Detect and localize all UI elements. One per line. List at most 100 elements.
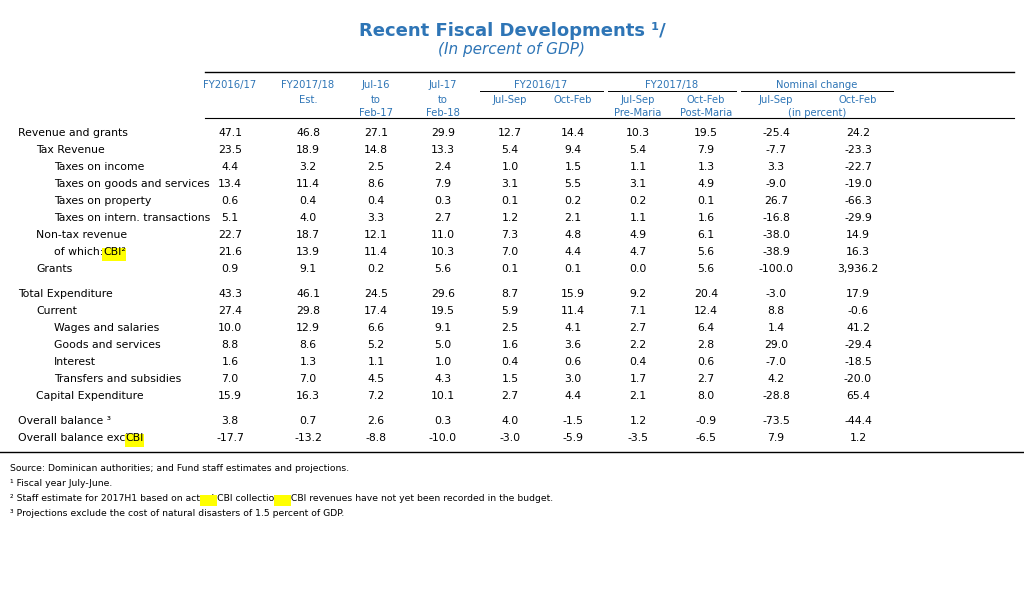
Text: -44.4: -44.4: [844, 416, 872, 426]
Text: Interest: Interest: [54, 357, 96, 367]
Text: 5.5: 5.5: [564, 179, 582, 189]
Bar: [201, 495, 217, 506]
Text: Taxes on property: Taxes on property: [54, 196, 152, 206]
Text: 22.7: 22.7: [218, 230, 242, 240]
Text: 18.9: 18.9: [296, 145, 319, 155]
Text: 0.0: 0.0: [630, 264, 647, 274]
Text: -13.2: -13.2: [294, 433, 322, 443]
Text: Capital Expenditure: Capital Expenditure: [36, 391, 143, 401]
Text: -22.7: -22.7: [844, 162, 872, 172]
Text: Oct-Feb: Oct-Feb: [687, 95, 725, 105]
Text: (In percent of GDP): (In percent of GDP): [438, 42, 586, 57]
Text: 29.8: 29.8: [296, 306, 319, 316]
Text: 1.3: 1.3: [697, 162, 715, 172]
Text: Non-tax revenue: Non-tax revenue: [36, 230, 127, 240]
Text: 1.0: 1.0: [502, 162, 518, 172]
Text: 0.4: 0.4: [630, 357, 646, 367]
Text: 6.6: 6.6: [368, 323, 385, 333]
Text: -23.3: -23.3: [844, 145, 872, 155]
Text: 0.1: 0.1: [697, 196, 715, 206]
Text: 8.0: 8.0: [697, 391, 715, 401]
Text: 46.1: 46.1: [296, 289, 319, 299]
Text: 4.4: 4.4: [564, 391, 582, 401]
Text: Jul-16: Jul-16: [361, 80, 390, 90]
Text: FY2016/17: FY2016/17: [514, 80, 567, 90]
Text: 7.9: 7.9: [434, 179, 452, 189]
Text: 8.7: 8.7: [502, 289, 518, 299]
Text: 5.0: 5.0: [434, 340, 452, 350]
Text: 24.2: 24.2: [846, 128, 870, 138]
Text: Transfers and subsidies: Transfers and subsidies: [54, 374, 181, 384]
Text: 10.0: 10.0: [218, 323, 242, 333]
Text: 9.1: 9.1: [299, 264, 316, 274]
Text: 29.6: 29.6: [431, 289, 455, 299]
Text: -29.9: -29.9: [844, 213, 872, 223]
Text: -66.3: -66.3: [844, 196, 872, 206]
Text: -8.8: -8.8: [366, 433, 386, 443]
Text: 17.9: 17.9: [846, 289, 870, 299]
Text: -3.0: -3.0: [500, 433, 520, 443]
Text: -29.4: -29.4: [844, 340, 872, 350]
Text: (in percent): (in percent): [787, 108, 846, 118]
Text: Current: Current: [36, 306, 77, 316]
Text: 43.3: 43.3: [218, 289, 242, 299]
Text: Revenue and grants: Revenue and grants: [18, 128, 128, 138]
Text: 3.1: 3.1: [502, 179, 518, 189]
Text: 65.4: 65.4: [846, 391, 870, 401]
Text: -7.7: -7.7: [766, 145, 786, 155]
Text: 16.3: 16.3: [296, 391, 319, 401]
Text: 1.6: 1.6: [502, 340, 518, 350]
Text: 1.2: 1.2: [850, 433, 866, 443]
Text: 0.6: 0.6: [697, 357, 715, 367]
Text: Feb-17: Feb-17: [359, 108, 393, 118]
Text: 3.3: 3.3: [767, 162, 784, 172]
Text: 19.5: 19.5: [694, 128, 718, 138]
Text: 7.1: 7.1: [630, 306, 646, 316]
Text: 3.2: 3.2: [299, 162, 316, 172]
Text: Est.: Est.: [299, 95, 317, 105]
Text: 1.6: 1.6: [221, 357, 239, 367]
Text: 11.0: 11.0: [431, 230, 455, 240]
Text: 5.2: 5.2: [368, 340, 385, 350]
Bar: [125, 434, 143, 447]
Text: -16.8: -16.8: [762, 213, 790, 223]
Text: -10.0: -10.0: [429, 433, 457, 443]
Text: 8.6: 8.6: [368, 179, 385, 189]
Text: 4.9: 4.9: [697, 179, 715, 189]
Text: 9.1: 9.1: [434, 323, 452, 333]
Text: Taxes on intern. transactions: Taxes on intern. transactions: [54, 213, 210, 223]
Text: -3.5: -3.5: [628, 433, 648, 443]
Text: 10.3: 10.3: [431, 247, 455, 257]
Text: 13.3: 13.3: [431, 145, 455, 155]
Text: 3.0: 3.0: [564, 374, 582, 384]
Text: 4.1: 4.1: [564, 323, 582, 333]
Text: 2.2: 2.2: [630, 340, 646, 350]
Text: 4.0: 4.0: [502, 416, 518, 426]
Text: 6.4: 6.4: [697, 323, 715, 333]
Text: 0.9: 0.9: [221, 264, 239, 274]
Text: 14.8: 14.8: [364, 145, 388, 155]
Text: Post-Maria: Post-Maria: [680, 108, 732, 118]
Text: 0.1: 0.1: [502, 264, 518, 274]
Text: 16.3: 16.3: [846, 247, 870, 257]
Text: 2.5: 2.5: [368, 162, 385, 172]
Text: 29.0: 29.0: [764, 340, 788, 350]
Text: 8.8: 8.8: [767, 306, 784, 316]
Text: Jul-Sep: Jul-Sep: [759, 95, 794, 105]
Text: 23.5: 23.5: [218, 145, 242, 155]
Text: 4.0: 4.0: [299, 213, 316, 223]
Text: -28.8: -28.8: [762, 391, 790, 401]
Text: 1.2: 1.2: [630, 416, 646, 426]
Text: -9.0: -9.0: [765, 179, 786, 189]
Text: FY2017/18: FY2017/18: [645, 80, 698, 90]
Text: 0.6: 0.6: [564, 357, 582, 367]
Text: 1.1: 1.1: [630, 162, 646, 172]
Text: 14.9: 14.9: [846, 230, 870, 240]
Text: 1.1: 1.1: [630, 213, 646, 223]
Text: 4.3: 4.3: [434, 374, 452, 384]
Text: -7.0: -7.0: [765, 357, 786, 367]
Text: 0.3: 0.3: [434, 416, 452, 426]
Text: -18.5: -18.5: [844, 357, 872, 367]
Text: 5.6: 5.6: [697, 264, 715, 274]
Text: 11.4: 11.4: [296, 179, 319, 189]
